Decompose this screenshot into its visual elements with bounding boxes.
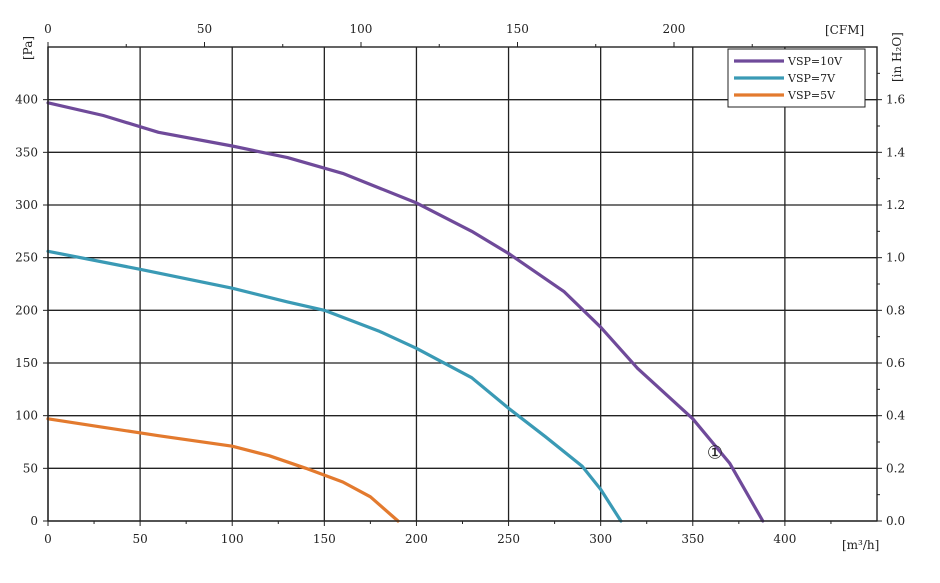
y-left-tick-label: 100 bbox=[15, 409, 38, 423]
series-line-vsp-7v bbox=[46, 249, 623, 523]
x-bottom-tick-label: 150 bbox=[313, 532, 336, 546]
x-bottom-tick-label: 250 bbox=[497, 532, 520, 546]
y-right-tick-label: 0.8 bbox=[886, 303, 905, 317]
curve-marker-label: ① bbox=[707, 443, 723, 464]
legend: VSP=10V VSP=7V VSP=5V bbox=[727, 48, 866, 108]
y-left-tick-label: 250 bbox=[15, 251, 38, 265]
y-right-tick-label: 1.0 bbox=[886, 251, 905, 265]
series-line-vsp-5v bbox=[46, 417, 400, 523]
x-bottom-tick-label: 400 bbox=[773, 532, 796, 546]
y-left-tick-label: 50 bbox=[23, 461, 38, 475]
y-right-tick-label: 0.0 bbox=[886, 514, 905, 528]
x-bottom-tick-label: 0 bbox=[44, 532, 52, 546]
x-top-unit-label: [CFM] bbox=[825, 23, 864, 37]
y-right-tick-label: 1.4 bbox=[886, 145, 905, 159]
x-bottom-tick-label: 200 bbox=[405, 532, 428, 546]
x-top-tick-label: 50 bbox=[197, 22, 212, 36]
x-bottom-tick-label: 350 bbox=[681, 532, 704, 546]
x-top-tick-label: 200 bbox=[663, 22, 686, 36]
y-right-tick-label: 0.6 bbox=[886, 356, 905, 370]
x-top-tick-label: 100 bbox=[350, 22, 373, 36]
y-right-tick-label: 1.6 bbox=[886, 93, 905, 107]
tick-labels: 0 50 100 150 200 250 300 350 400 0 50 100 150 200 250 3… bbox=[15, 22, 905, 546]
y-left-tick-label: 300 bbox=[15, 198, 38, 212]
series-line-vsp-10v bbox=[46, 101, 765, 523]
y-right-unit-label: [in H₂O] bbox=[890, 32, 904, 82]
y-left-tick-label: 150 bbox=[15, 356, 38, 370]
y-left-tick-label: 400 bbox=[15, 93, 38, 107]
x-top-tick-label: 0 bbox=[44, 22, 52, 36]
x-bottom-tick-label: 50 bbox=[132, 532, 147, 546]
legend-label-vsp7: VSP=7V bbox=[787, 72, 836, 85]
x-bottom-tick-label: 300 bbox=[589, 532, 612, 546]
grid bbox=[43, 42, 882, 526]
y-right-tick-label: 0.2 bbox=[886, 461, 905, 475]
x-bottom-tick-label: 100 bbox=[221, 532, 244, 546]
x-top-tick-label: 150 bbox=[506, 22, 529, 36]
x-bottom-unit-label: [m³/h] bbox=[842, 538, 879, 552]
y-right-tick-label: 0.4 bbox=[886, 409, 905, 423]
plot-frame bbox=[47, 46, 878, 522]
legend-label-vsp5: VSP=5V bbox=[787, 89, 836, 102]
y-left-tick-label: 350 bbox=[15, 145, 38, 159]
y-right-tick-label: 1.2 bbox=[886, 198, 905, 212]
y-left-tick-label: 200 bbox=[15, 303, 38, 317]
legend-label-vsp10: VSP=10V bbox=[787, 55, 843, 68]
series-curves bbox=[46, 101, 765, 523]
y-left-tick-label: 0 bbox=[30, 514, 38, 528]
y-left-unit-label: [Pa] bbox=[21, 36, 35, 60]
